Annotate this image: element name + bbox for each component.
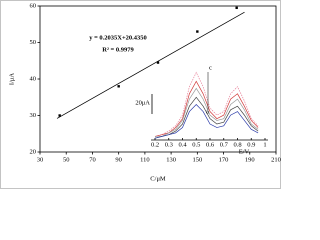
y-tick-label: 50 xyxy=(30,39,37,46)
frame xyxy=(0,0,281,189)
x-tick-label: 0.2 xyxy=(151,141,159,148)
x-tick-label: 0.3 xyxy=(165,141,173,148)
x-axis-title: E/V xyxy=(239,148,250,155)
x-tick-label: 0.7 xyxy=(220,141,229,148)
y-tick-label: 30 xyxy=(30,112,37,119)
y-tick-label: 40 xyxy=(30,75,37,82)
x-tick-label: 150 xyxy=(192,156,202,163)
fit-line xyxy=(56,11,245,119)
point xyxy=(156,61,160,64)
label-a: a xyxy=(206,108,209,115)
y-tick-label: 60 xyxy=(30,2,37,9)
x-tick-label: 30 xyxy=(37,156,44,163)
x-axis-title: C/μM xyxy=(150,175,166,182)
x-tick-label: 0.4 xyxy=(178,141,187,148)
r-squared: R² = 0.9979 xyxy=(102,46,134,53)
point xyxy=(58,114,61,117)
x-tick-label: 170 xyxy=(219,156,229,163)
x-tick-label: 0.9 xyxy=(247,141,255,148)
x-tick-label: 0.8 xyxy=(233,141,241,148)
scale-label: 20μA xyxy=(135,99,150,106)
x-tick-label: 0.6 xyxy=(206,141,215,148)
x-tick-label: 190 xyxy=(245,156,255,163)
dpv-curve xyxy=(154,103,259,139)
point xyxy=(117,85,120,88)
x-tick-label: 1 xyxy=(263,141,266,148)
x-tick-label: 110 xyxy=(140,156,150,163)
dpv-curve xyxy=(154,71,259,137)
x-tick-label: 210 xyxy=(271,156,281,163)
point xyxy=(196,30,199,33)
chart: 30 50 70 90 110 130 150 170 190 2102030405060C/μM… xyxy=(0,0,281,189)
plot-frame xyxy=(39,5,277,153)
dpv-curve xyxy=(154,80,259,137)
dpv-curve xyxy=(155,87,259,137)
x-tick-label: 50 xyxy=(63,156,70,163)
dpv-curve xyxy=(154,96,259,139)
y-axis-title: I/μA xyxy=(8,73,15,85)
x-tick-label: 70 xyxy=(89,156,96,163)
y-tick-label: 20 xyxy=(30,148,37,155)
x-tick-label: 0.5 xyxy=(192,141,200,148)
x-tick-label: 90 xyxy=(115,156,122,163)
x-tick-label: 130 xyxy=(166,156,176,163)
equation: y = 0.2035X+20.4350 xyxy=(89,34,147,41)
point xyxy=(235,6,238,10)
label-c: c xyxy=(209,64,212,71)
